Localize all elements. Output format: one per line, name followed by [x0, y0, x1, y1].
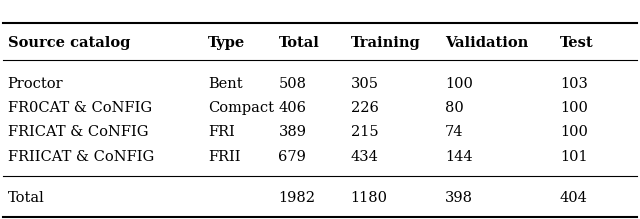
Text: Total: Total: [278, 36, 319, 50]
Text: FRI: FRI: [208, 125, 235, 140]
Text: FRII: FRII: [208, 150, 241, 164]
Text: 100: 100: [560, 125, 588, 140]
Text: 434: 434: [351, 150, 379, 164]
Text: 398: 398: [445, 191, 473, 205]
Text: Validation: Validation: [445, 36, 528, 50]
Text: 508: 508: [278, 77, 307, 91]
Text: Training: Training: [351, 36, 420, 50]
Text: 74: 74: [445, 125, 463, 140]
Text: Compact: Compact: [208, 101, 274, 115]
Text: 103: 103: [560, 77, 588, 91]
Text: 226: 226: [351, 101, 379, 115]
Text: 144: 144: [445, 150, 472, 164]
Text: Bent: Bent: [208, 77, 243, 91]
Text: 1180: 1180: [351, 191, 388, 205]
Text: 679: 679: [278, 150, 307, 164]
Text: 404: 404: [560, 191, 588, 205]
Text: Proctor: Proctor: [8, 77, 63, 91]
Text: 406: 406: [278, 101, 307, 115]
Text: FRIICAT & CoNFIG: FRIICAT & CoNFIG: [8, 150, 154, 164]
Text: 100: 100: [560, 101, 588, 115]
Text: Type: Type: [208, 36, 245, 50]
Text: 215: 215: [351, 125, 378, 140]
Text: 305: 305: [351, 77, 379, 91]
Text: Total: Total: [8, 191, 44, 205]
Text: 389: 389: [278, 125, 307, 140]
Text: 100: 100: [445, 77, 473, 91]
Text: 101: 101: [560, 150, 588, 164]
Text: 1982: 1982: [278, 191, 316, 205]
Text: Source catalog: Source catalog: [8, 36, 130, 50]
Text: Test: Test: [560, 36, 594, 50]
Text: FR0CAT & CoNFIG: FR0CAT & CoNFIG: [8, 101, 152, 115]
Text: FRICAT & CoNFIG: FRICAT & CoNFIG: [8, 125, 148, 140]
Text: 80: 80: [445, 101, 463, 115]
